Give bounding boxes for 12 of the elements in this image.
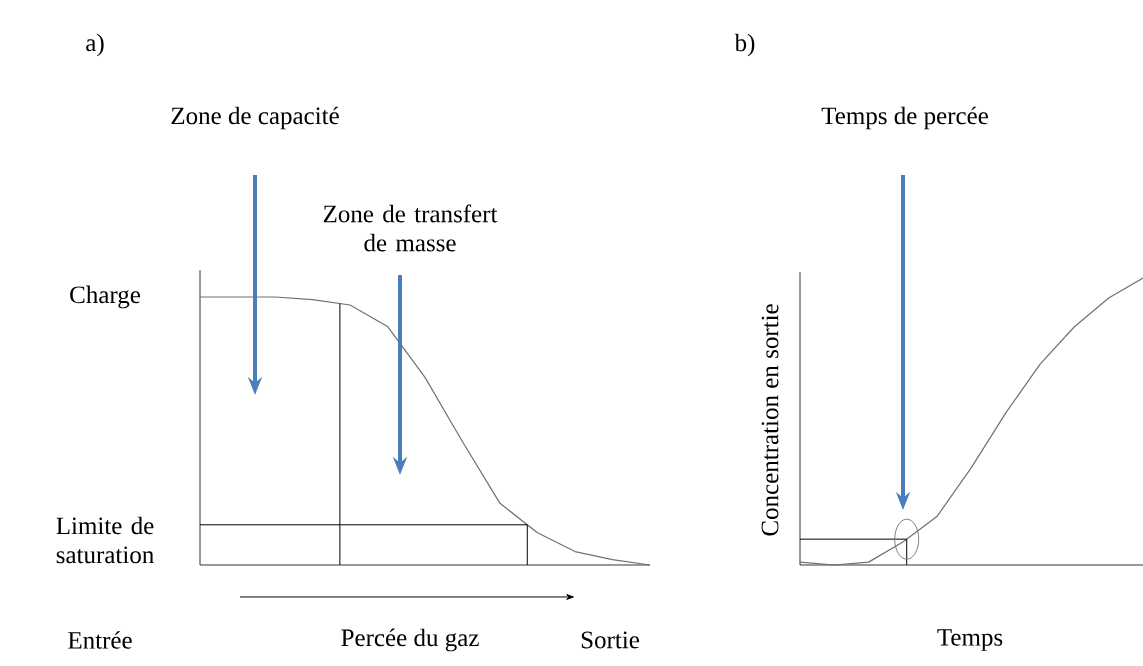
text: Sortie xyxy=(581,631,639,649)
text: Entrée xyxy=(68,631,132,649)
y-axis-title: Concentration en sortie xyxy=(761,304,779,536)
text: Temps de percée xyxy=(821,106,988,130)
text: Zone de capacité xyxy=(171,106,339,130)
ref-line-label: Limite de saturation xyxy=(56,516,154,564)
chart-title: a) xyxy=(86,33,104,57)
x-axis-title: Percée du gaz xyxy=(341,628,479,652)
text: Charge xyxy=(70,285,141,309)
x-axis-title: Temps xyxy=(937,629,1003,651)
text: Zone de transfert de masse xyxy=(323,204,498,252)
chart-title: b) xyxy=(734,33,755,57)
